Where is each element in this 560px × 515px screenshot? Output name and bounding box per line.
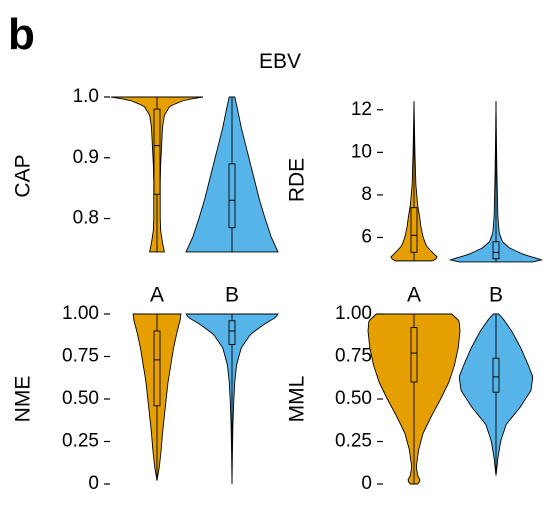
y-tick-label: 0.9 <box>73 147 99 168</box>
y-tick-label: 0.8 <box>73 208 99 229</box>
y-tick-label: 12 <box>351 99 372 120</box>
violin-box <box>153 330 161 407</box>
y-tick-label: 10 <box>351 141 372 162</box>
y-tick-label: 0 <box>88 473 99 494</box>
y-axis-label: CAP <box>12 154 35 197</box>
y-tick-label: 0.25 <box>62 431 99 452</box>
violin-box <box>228 320 236 346</box>
y-axis-label: MML <box>286 376 309 423</box>
violin-box <box>410 207 418 253</box>
y-tick-label: 0.50 <box>335 388 372 409</box>
y-tick-label: 1.0 <box>73 86 99 107</box>
y-tick-label: 0.25 <box>335 431 372 452</box>
y-tick-label: 8 <box>361 184 372 205</box>
violin-box <box>228 163 236 229</box>
violin-box <box>492 357 500 393</box>
y-tick-label: 0 <box>361 473 372 494</box>
y-axis-label: RDE <box>286 158 309 202</box>
x-category-label: A <box>150 284 164 307</box>
y-tick-label: 0.75 <box>335 346 372 367</box>
violin-panel-mml: MML 0 0.25 0.50 0.75 1.00 <box>286 303 534 494</box>
x-category-label: B <box>489 284 503 307</box>
violin-box <box>492 241 500 260</box>
x-category-label: B <box>225 284 239 307</box>
y-tick-label: 0.75 <box>62 346 99 367</box>
panel-label: b <box>8 10 35 59</box>
violin-panel-cap: CAP 0.8 0.9 1.0 A B <box>12 86 279 307</box>
figure-title: EBV <box>258 50 302 73</box>
y-tick-label: 1.00 <box>62 303 99 324</box>
y-axis-label: NME <box>12 376 35 423</box>
y-tick-label: 6 <box>361 226 372 247</box>
y-tick-label: 0.50 <box>62 388 99 409</box>
violin-box <box>153 108 161 195</box>
violin-panel-rde: RDE 6 8 10 12 A B <box>286 99 544 307</box>
y-tick-label: 1.00 <box>335 303 372 324</box>
violin-box <box>410 327 418 383</box>
violin-panel-nme: NME 0 0.25 0.50 0.75 1.00 <box>12 303 279 494</box>
x-category-label: A <box>407 284 421 307</box>
